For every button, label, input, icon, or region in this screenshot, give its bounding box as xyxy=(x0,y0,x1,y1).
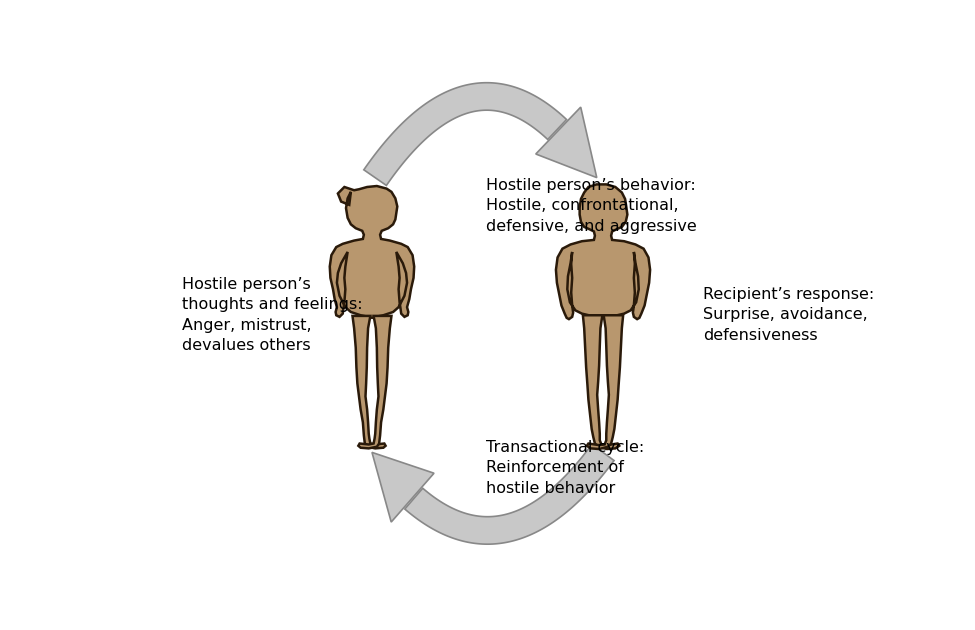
Polygon shape xyxy=(359,316,391,449)
Polygon shape xyxy=(405,444,614,544)
Text: Hostile person’s
thoughts and feelings:
Anger, mistrust,
devalues others: Hostile person’s thoughts and feelings: … xyxy=(181,277,362,353)
Text: Transactional cycle:
Reinforcement of
hostile behavior: Transactional cycle: Reinforcement of ho… xyxy=(486,440,644,496)
Polygon shape xyxy=(536,107,597,178)
Polygon shape xyxy=(587,315,623,449)
Polygon shape xyxy=(330,186,414,318)
Polygon shape xyxy=(364,83,566,185)
Polygon shape xyxy=(556,185,650,319)
Polygon shape xyxy=(583,315,619,449)
Polygon shape xyxy=(372,452,434,522)
Polygon shape xyxy=(353,316,386,449)
Text: Hostile person’s behavior:
Hostile, confrontational,
defensive, and aggressive: Hostile person’s behavior: Hostile, conf… xyxy=(486,178,696,234)
Text: Recipient’s response:
Surprise, avoidance,
defensiveness: Recipient’s response: Surprise, avoidanc… xyxy=(703,287,875,343)
